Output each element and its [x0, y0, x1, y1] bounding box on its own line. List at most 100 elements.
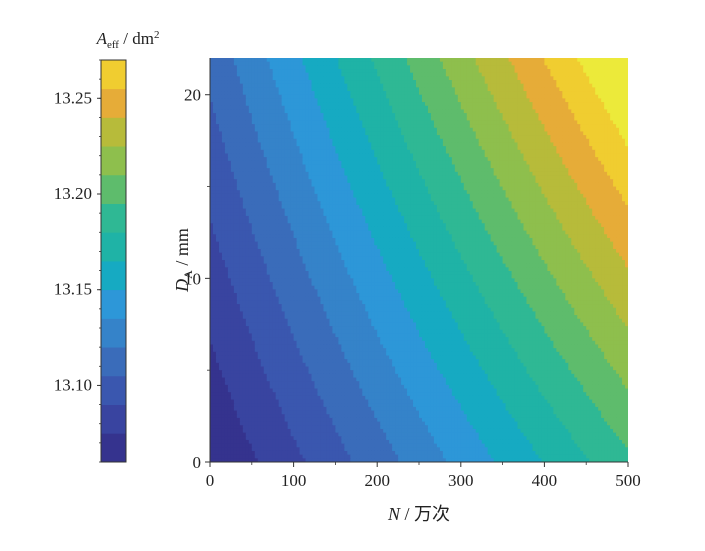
- contour-cell: [499, 98, 504, 103]
- contour-cell: [311, 131, 316, 136]
- contour-cell: [565, 131, 569, 136]
- contour-cell: [478, 120, 483, 125]
- contour-cell: [457, 135, 462, 140]
- contour-cell: [296, 72, 301, 77]
- contour-cell: [296, 116, 301, 122]
- contour-cell: [410, 175, 414, 180]
- contour-cell: [496, 98, 501, 103]
- contour-cell: [278, 105, 283, 111]
- contour-cell: [601, 58, 605, 63]
- contour-cell: [401, 135, 405, 140]
- contour-cell: [224, 179, 229, 184]
- contour-cell: [436, 179, 441, 184]
- contour-cell: [272, 146, 277, 151]
- contour-cell: [260, 131, 265, 136]
- contour-cell: [439, 149, 444, 155]
- contour-cell: [517, 98, 522, 103]
- contour-cell: [257, 160, 262, 166]
- contour-cell: [335, 102, 339, 107]
- contour-cell: [502, 142, 507, 147]
- contour-cell: [610, 124, 614, 129]
- contour-cell: [350, 61, 354, 66]
- contour-cell: [532, 102, 537, 107]
- contour-cell: [544, 131, 548, 136]
- contour-cell: [308, 153, 313, 158]
- contour-cell: [227, 164, 232, 169]
- contour-cell: [215, 94, 220, 99]
- contour-cell: [580, 109, 584, 114]
- contour-cell: [421, 113, 426, 118]
- contour-cell: [610, 105, 614, 111]
- contour-cell: [604, 98, 608, 103]
- contour-cell: [547, 94, 551, 99]
- contour-cell: [413, 58, 417, 63]
- contour-cell: [395, 76, 399, 81]
- contour-cell: [592, 142, 596, 147]
- contour-cell: [604, 105, 608, 111]
- contour-cell: [380, 69, 384, 74]
- contour-cell: [344, 142, 348, 147]
- contour-cell: [251, 65, 256, 70]
- contour-cell: [484, 179, 489, 184]
- contour-cell: [335, 80, 339, 85]
- contour-cell: [481, 105, 486, 111]
- contour-cell: [260, 58, 265, 63]
- contour-cell: [332, 116, 336, 122]
- contour-cell: [227, 102, 232, 107]
- contour-cell: [541, 58, 545, 63]
- contour-cell: [421, 76, 426, 81]
- contour-cell: [210, 83, 214, 88]
- contour-cell: [269, 168, 274, 173]
- contour-cell: [544, 72, 548, 77]
- contour-cell: [472, 153, 477, 158]
- contour-cell: [529, 116, 534, 122]
- contour-cell: [535, 80, 540, 85]
- contour-cell: [290, 113, 295, 118]
- contour-cell: [586, 131, 590, 136]
- contour-cell: [556, 164, 560, 169]
- contour-cell: [359, 72, 363, 77]
- contour-cell: [392, 149, 396, 155]
- contour-cell: [436, 157, 441, 162]
- contour-cell: [559, 182, 563, 188]
- contour-cell: [338, 138, 342, 144]
- contour-cell: [481, 58, 486, 63]
- contour-cell: [484, 80, 489, 85]
- contour-cell: [475, 87, 480, 92]
- contour-cell: [583, 182, 587, 188]
- contour-cell: [320, 127, 325, 133]
- contour-cell: [508, 61, 513, 66]
- contour-cell: [553, 61, 557, 66]
- contour-cell: [341, 113, 345, 118]
- contour-cell: [365, 157, 369, 162]
- contour-cell: [281, 69, 286, 74]
- contour-cell: [496, 142, 501, 147]
- contour-cell: [496, 168, 501, 173]
- contour-cell: [317, 116, 322, 122]
- contour-cell: [541, 160, 545, 166]
- contour-cell: [227, 146, 232, 151]
- contour-cell: [311, 153, 316, 158]
- contour-cell: [380, 109, 384, 114]
- contour-cell: [383, 138, 387, 144]
- contour-cell: [359, 65, 363, 70]
- contour-cell: [442, 65, 447, 70]
- contour-cell: [416, 179, 420, 184]
- contour-cell: [236, 120, 241, 125]
- contour-cell: [356, 91, 360, 96]
- contour-cell: [230, 135, 235, 140]
- contour-cell: [613, 127, 617, 133]
- contour-cell: [383, 124, 387, 129]
- contour-cell: [496, 153, 501, 158]
- contour-cell: [454, 157, 459, 162]
- contour-cell: [338, 168, 342, 173]
- contour-cell: [592, 102, 596, 107]
- contour-cell: [263, 80, 268, 85]
- contour-cell: [439, 83, 444, 88]
- contour-cell: [460, 72, 465, 77]
- contour-cell: [574, 175, 578, 180]
- contour-cell: [395, 157, 399, 162]
- contour-cell: [517, 131, 522, 136]
- contour-cell: [475, 179, 480, 184]
- contour-cell: [511, 102, 516, 107]
